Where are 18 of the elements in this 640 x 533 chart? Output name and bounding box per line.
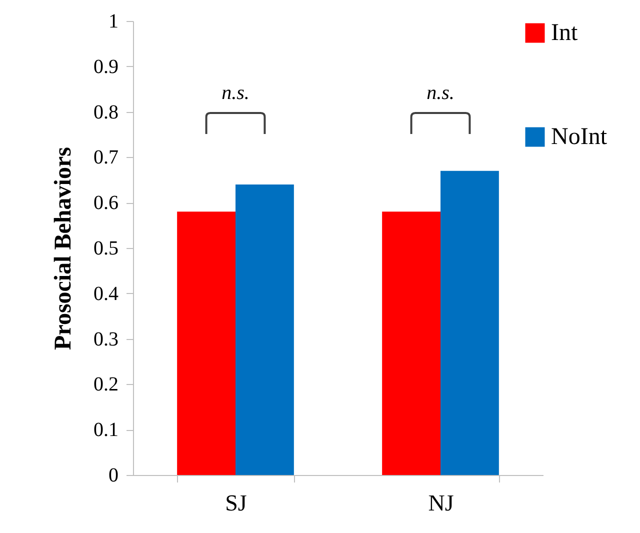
y-tick-label: 0.1 xyxy=(94,419,118,442)
legend-label: Int xyxy=(551,20,578,46)
y-tick-label: 0.5 xyxy=(94,238,118,260)
y-tick-label: 0.7 xyxy=(94,146,118,169)
x-tick-label: NJ xyxy=(428,490,454,516)
y-axis-title: Prosocial Behaviors xyxy=(50,147,76,350)
x-tick-label: SJ xyxy=(225,490,247,516)
y-tick-label: 0.8 xyxy=(94,101,118,124)
y-tick-label: 0 xyxy=(108,464,118,486)
y-tick-label: 0.6 xyxy=(94,192,118,214)
legend-label: NoInt xyxy=(551,124,608,150)
annotation: n.s. xyxy=(426,82,454,104)
y-tick-label: 0.3 xyxy=(94,328,118,350)
y-tick-label: 0.9 xyxy=(94,56,118,78)
y-tick-label: 0.4 xyxy=(94,282,118,305)
annotation: n.s. xyxy=(222,82,250,104)
y-tick-label: 1 xyxy=(108,10,118,32)
y-tick-label: 0.2 xyxy=(94,374,118,396)
